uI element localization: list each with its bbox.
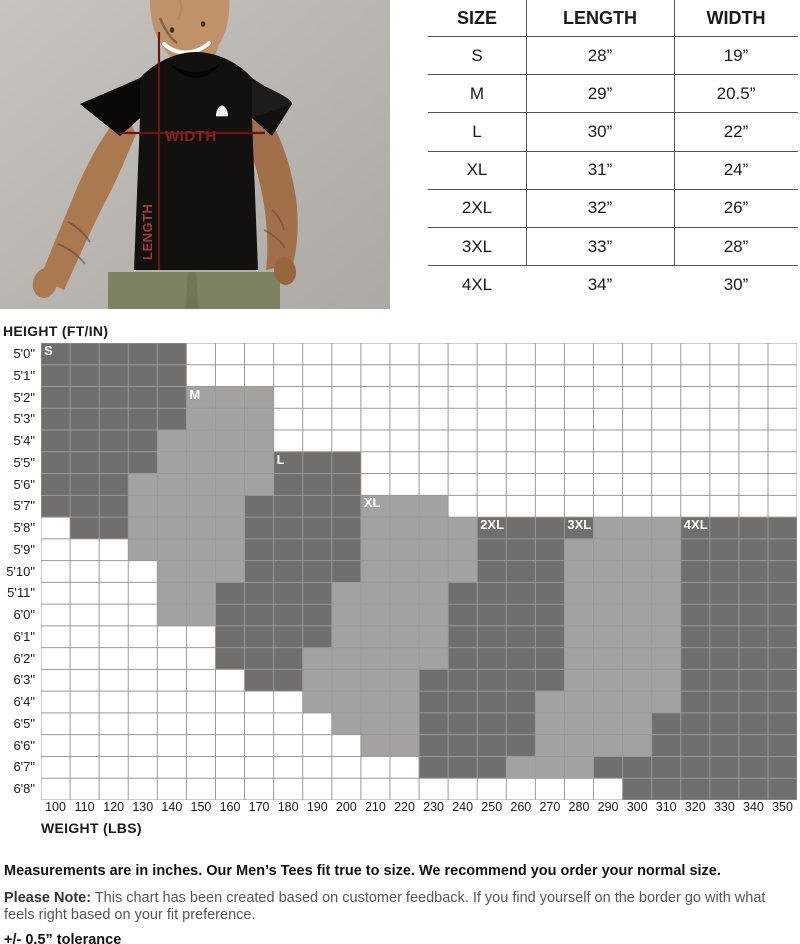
svg-text:LENGTH: LENGTH <box>140 204 155 260</box>
svg-text:WIDTH: WIDTH <box>165 128 217 145</box>
